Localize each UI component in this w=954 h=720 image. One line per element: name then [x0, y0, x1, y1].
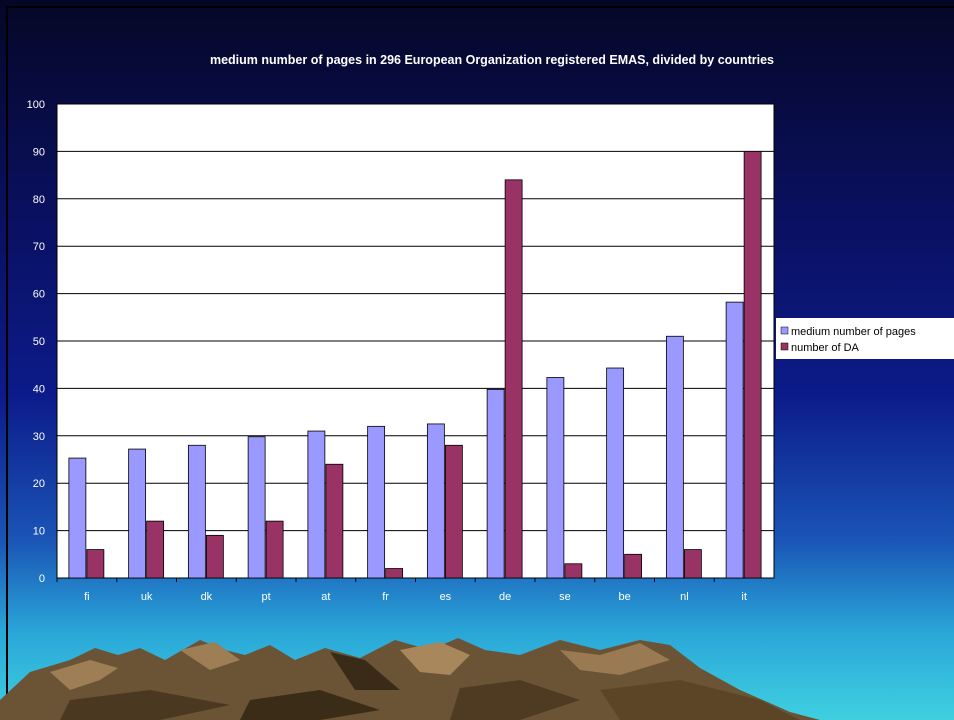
bar-da-de [504, 179, 523, 579]
bar-pages-dk [187, 444, 206, 579]
x-tick-label-be: be [619, 591, 631, 603]
bar-da-fr [385, 568, 404, 579]
y-axis: 0 10 20 30 40 50 60 70 80 90 100 [27, 99, 45, 585]
bar-pages-se [546, 377, 565, 579]
legend-swatch-pages [780, 326, 789, 335]
chart-title: medium number of pages in 296 European O… [210, 53, 774, 67]
y-tick-label: 70 [33, 241, 45, 253]
legend-box [776, 318, 954, 359]
bar-da-es [444, 444, 463, 579]
x-tick-label-at: at [321, 591, 330, 603]
bar-da-uk [146, 520, 165, 579]
legend-swatch-da [780, 342, 789, 351]
y-tick-label: 0 [39, 573, 45, 585]
legend: medium number of pages number of DA [776, 318, 954, 359]
x-axis: fi uk dk pt at fr es de se be nl it [56, 578, 747, 603]
y-tick-label: 100 [27, 99, 45, 111]
mountains-decoration [0, 638, 820, 720]
bars [68, 150, 762, 579]
y-tick-label: 80 [33, 194, 45, 206]
legend-label-da: number of DA [791, 342, 860, 354]
bar-da-dk [205, 534, 224, 579]
bar-da-pt [265, 520, 284, 579]
x-tick-label-uk: uk [141, 591, 153, 603]
bar-da-at [325, 463, 344, 579]
x-tick-label-de: de [499, 591, 511, 603]
bar-pages-nl [665, 335, 684, 579]
x-tick-label-es: es [440, 591, 452, 603]
bar-da-fi [86, 549, 105, 579]
bar-pages-fr [367, 425, 386, 579]
x-tick-label-dk: dk [201, 591, 213, 603]
y-tick-label: 30 [33, 431, 45, 443]
y-tick-label: 90 [33, 146, 45, 158]
y-tick-label: 20 [33, 478, 45, 490]
bar-pages-at [307, 430, 326, 579]
y-tick-label: 40 [33, 383, 45, 395]
bar-da-se [564, 563, 583, 579]
legend-label-pages: medium number of pages [791, 326, 916, 338]
y-tick-label: 10 [33, 526, 45, 538]
y-tick-label: 50 [33, 336, 45, 348]
gridlines [57, 150, 774, 532]
bar-pages-de [486, 388, 505, 579]
bar-pages-be [606, 367, 625, 579]
x-tick-label-fr: fr [382, 591, 389, 603]
x-tick-label-it: it [741, 591, 747, 603]
x-tick-label-se: se [559, 591, 571, 603]
bar-da-it [743, 150, 762, 579]
bar-pages-uk [128, 448, 147, 579]
y-tick-label: 60 [33, 289, 45, 301]
bar-pages-es [426, 423, 445, 579]
bar-pages-fi [68, 457, 87, 579]
x-tick-label-fi: fi [84, 591, 90, 603]
bar-pages-it [725, 301, 744, 579]
x-tick-label-pt: pt [262, 591, 271, 603]
bar-pages-pt [247, 436, 266, 579]
x-tick-label-nl: nl [680, 591, 689, 603]
bar-da-nl [683, 549, 702, 579]
slide-frame [6, 6, 954, 720]
bar-da-be [624, 553, 643, 579]
